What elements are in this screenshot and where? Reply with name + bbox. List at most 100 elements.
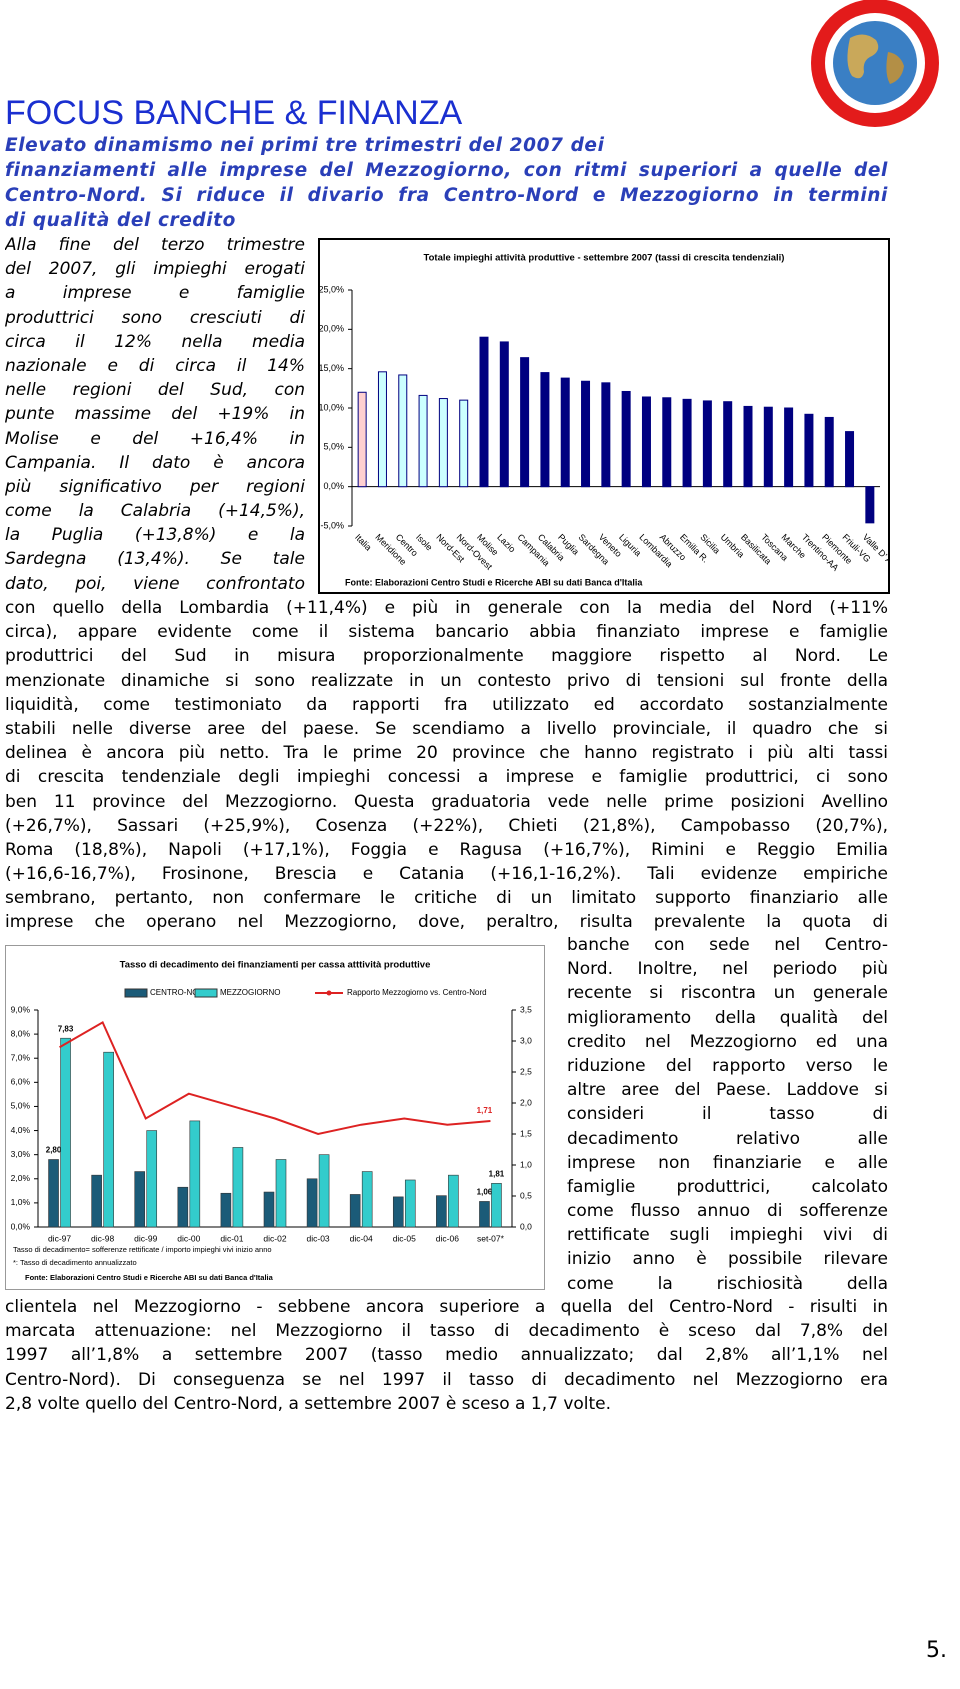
bar <box>702 400 712 488</box>
bar <box>479 336 489 488</box>
legend-swatch <box>194 988 218 998</box>
bar <box>146 1130 158 1228</box>
bar <box>845 431 855 488</box>
text-line: come flusso annuo di sofferenze <box>567 1201 888 1222</box>
x-tick-label: set-07* <box>477 1233 505 1243</box>
chart-note: Tasso di decadimento= sofferenze rettifi… <box>13 1245 272 1254</box>
chart-growth: Totale impieghi attività produttive - se… <box>318 238 890 594</box>
text-line: 2,8 volte quello del Centro-Nord, a sett… <box>5 1393 612 1414</box>
y-tick-label: 7,0% <box>11 1052 31 1062</box>
bar <box>662 397 672 488</box>
text-block: clientela nel Mezzogiorno - sebbene anco… <box>5 1295 888 1416</box>
bar <box>448 1174 459 1228</box>
y-tick-label: 8,0% <box>11 1028 31 1038</box>
text-block: con quello della Lombardia (+11,4%) e pi… <box>5 596 888 935</box>
subtitle-line: finanziamenti alle imprese del Mezzogior… <box>5 160 888 181</box>
logo-globe <box>833 21 917 105</box>
x-tick-label: dic-06 <box>436 1233 459 1243</box>
y-tick-label: 20,0% <box>318 324 344 334</box>
text-line: rettificate sugli impieghi vivi di <box>567 1225 888 1246</box>
subtitle-line: di qualità del credito <box>5 210 236 231</box>
subtitle-line: Centro-Nord. Si riduce il divario fra Ce… <box>5 185 888 206</box>
text-line: delinea è ancora più netto. Tra le prime… <box>5 743 888 764</box>
text-line: 1997 all’1,8% a settembre 2007 (tasso me… <box>5 1345 888 1366</box>
text-line: la Puglia (+13,8%) e la <box>5 525 305 546</box>
bar <box>91 1174 102 1228</box>
chart-title: Tasso di decadimento dei finanziamenti p… <box>120 960 431 971</box>
text-line: decadimento relativo alle <box>567 1128 888 1149</box>
chart-note: *: Tasso di decadimento annualizzato <box>13 1258 137 1267</box>
x-tick-label: dic-97 <box>48 1233 71 1243</box>
bar <box>520 357 530 488</box>
bar <box>438 398 448 488</box>
text-line: marcata attenuazione: nel Mezzogiorno il… <box>5 1321 888 1342</box>
text-line: stabili nelle diverse aree del paese. Se… <box>5 718 888 739</box>
bar <box>601 382 611 488</box>
y2-tick-label: 2,0 <box>520 1097 532 1107</box>
bar <box>263 1191 275 1228</box>
text-line: (+26,7%), Sassari (+25,9%), Cosenza (+22… <box>5 815 888 836</box>
bar <box>540 372 550 488</box>
value-label: 1,06 <box>477 1188 493 1197</box>
x-tick-label: dic-99 <box>134 1233 157 1243</box>
text-line: miglioramento della qualità del <box>567 1007 888 1028</box>
bar <box>491 1183 502 1228</box>
text-line: circa il 12% nella media <box>5 331 305 352</box>
text-line: riduzione del rapporto verso le <box>567 1055 888 1076</box>
bar <box>398 374 408 488</box>
bar <box>459 399 469 488</box>
text-line: Centro-Nord). Di conseguenza se nel 1997… <box>5 1369 888 1390</box>
text-line: consideri il tasso di <box>567 1104 888 1125</box>
bar <box>763 406 773 488</box>
y2-tick-label: 3,0 <box>520 1035 532 1045</box>
bar <box>499 341 509 488</box>
bar <box>318 1154 330 1228</box>
text-line: come la rischiosità della <box>567 1273 888 1294</box>
bar <box>134 1171 146 1228</box>
bar <box>479 1201 490 1228</box>
title: FOCUS BANCHE & FINANZA <box>5 94 463 132</box>
globe-logo <box>811 0 939 127</box>
chart-decay: Tasso di decadimento dei finanziamenti p… <box>5 945 545 1290</box>
y-tick-label: 0,0% <box>11 1221 31 1231</box>
text-line: altre aree del Paese. Laddove si <box>567 1080 888 1101</box>
bar <box>723 401 733 488</box>
legend-label: Rapporto Mezzogiorno vs. Centro-Nord <box>347 988 487 997</box>
bar <box>377 371 387 488</box>
bar <box>349 1194 361 1228</box>
bar <box>581 380 591 488</box>
text-line: imprese non finanziarie e alle <box>567 1152 888 1173</box>
chart-source: Fonte: Elaborazioni Centro Studi e Ricer… <box>25 1273 274 1282</box>
x-tick-label: dic-04 <box>350 1233 373 1243</box>
text-line: liquidità, come testimoniato da rapporti… <box>5 694 888 715</box>
legend-swatch <box>124 988 148 998</box>
value-label: 2,80 <box>46 1146 62 1155</box>
text-line: produttrici sono cresciuti di <box>5 307 305 328</box>
x-tick-label: dic-98 <box>91 1233 114 1243</box>
text-line: imprese che operano nel Mezzogiorno, dov… <box>5 912 888 933</box>
bar <box>621 390 631 488</box>
x-tick-label: dic-00 <box>177 1233 200 1243</box>
y2-tick-label: 0,5 <box>520 1190 532 1200</box>
y2-tick-label: 1,5 <box>520 1128 532 1138</box>
bar <box>865 486 875 524</box>
text-line: menzionate dinamiche si sono realizzate … <box>5 670 888 691</box>
y-tick-label: 25,0% <box>318 284 344 294</box>
bar <box>682 398 692 488</box>
text-line: (+16,6-16,7%), Frosinone, Brescia e Cata… <box>5 864 888 885</box>
line <box>59 1020 491 1136</box>
text-line: credito nel Mezzogiorno ed una <box>567 1031 888 1052</box>
text-line: nazionale e di circa il 14% <box>5 355 305 376</box>
text-line: punte massime del +19% in <box>5 404 305 425</box>
text-line: più significativo per regioni <box>5 476 305 497</box>
text-line: Sardegna (13,4%). Se tale <box>5 549 305 570</box>
text-line: Roma (18,8%), Napoli (+17,1%), Foggia e … <box>5 839 888 860</box>
bar <box>48 1159 59 1228</box>
bar <box>824 416 834 488</box>
text-line: nelle regioni del Sud, con <box>5 380 305 401</box>
text-line: Alla fine del terzo trimestre <box>5 235 305 255</box>
text-line: come la Calabria (+14,5%), <box>5 501 305 522</box>
x-tick-label: dic-03 <box>307 1233 330 1243</box>
bar <box>784 407 794 488</box>
value-label: 7,83 <box>58 1024 74 1033</box>
